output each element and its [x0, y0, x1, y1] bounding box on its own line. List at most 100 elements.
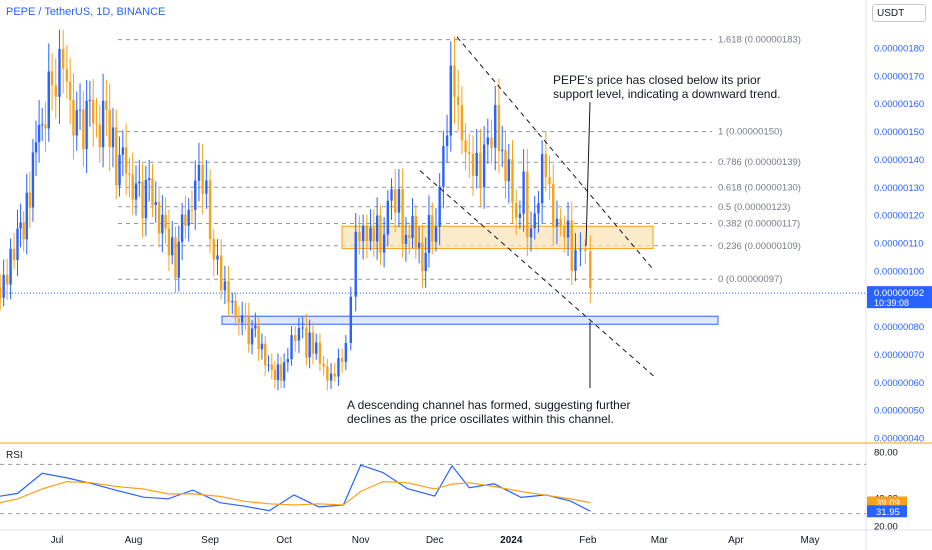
candle-body	[75, 110, 78, 136]
candle-body	[511, 159, 514, 203]
candle-body	[570, 220, 573, 271]
candle-body	[273, 369, 277, 381]
annotation-channel-line1: A descending channel has formed, suggest…	[347, 398, 631, 412]
candle-body	[358, 231, 361, 242]
candle-body	[68, 81, 72, 101]
annotation-breakdown-line2: support level, indicating a downward tre…	[553, 87, 781, 101]
candle-body	[344, 342, 348, 362]
candle-body	[490, 137, 493, 148]
rsi-ma-line	[0, 480, 591, 506]
candle-body	[322, 363, 325, 367]
candle-body	[482, 144, 486, 188]
candle-body	[533, 213, 536, 229]
candle-body	[151, 178, 154, 206]
rsi-line	[0, 464, 591, 512]
candle-body	[408, 234, 411, 238]
candle-body	[72, 100, 75, 136]
fib-level-label: 0.786 (0.00000139)	[718, 157, 801, 168]
candle-body	[427, 214, 431, 253]
candle-body	[537, 203, 540, 214]
rsi-axis-tick: 80.00	[874, 448, 898, 459]
candle-body	[526, 171, 529, 238]
candle-body	[438, 186, 441, 227]
rsi-axis-tick: 20.00	[874, 522, 898, 533]
candle-body	[180, 214, 184, 242]
last-price-tag	[867, 286, 932, 309]
candle-body	[95, 123, 98, 125]
candle-body	[9, 248, 12, 285]
rsi-title: RSI	[6, 450, 23, 461]
candle-body	[386, 200, 390, 235]
candle-body	[522, 171, 525, 214]
currency-selector[interactable]: USDT	[872, 4, 926, 22]
candle-body	[16, 228, 19, 261]
candle-body	[507, 159, 510, 182]
candle-body	[276, 364, 280, 381]
candle-body	[349, 296, 352, 343]
candle-body	[372, 227, 376, 242]
candle-body	[174, 237, 177, 278]
candle-body	[471, 153, 475, 176]
candle-body	[417, 242, 421, 248]
time-axis-tick: Feb	[579, 535, 597, 546]
candle-body	[144, 180, 148, 219]
candle-body	[0, 287, 2, 298]
candle-body	[411, 215, 414, 238]
candle-body	[5, 274, 9, 285]
candle-body	[257, 325, 260, 350]
channel-upper-line	[456, 36, 655, 272]
candle-body	[518, 213, 522, 218]
price-axis-tick: 0.00000080	[874, 322, 924, 333]
candle-body	[311, 332, 315, 354]
fib-level-label: 1 (0.00000150)	[718, 127, 782, 138]
time-axis-tick: Jul	[51, 535, 64, 546]
price-axis-tick: 0.00000070	[874, 350, 924, 361]
candle-body	[58, 48, 61, 97]
candle-body	[88, 99, 92, 101]
fib-level-label: 0.236 (0.00000109)	[718, 241, 801, 252]
price-axis-tick: 0.00000180	[874, 44, 924, 55]
candle-body	[308, 332, 311, 358]
candle-body	[134, 183, 138, 200]
candle-body	[579, 249, 582, 251]
candle-body	[548, 177, 551, 185]
time-axis-tick: Dec	[426, 535, 444, 546]
candle-body	[434, 226, 438, 242]
candle-body	[382, 234, 386, 253]
candle-body	[231, 300, 234, 303]
candle-body	[164, 214, 167, 229]
candle-body	[205, 180, 208, 194]
annotation-breakdown-pointer	[585, 101, 591, 247]
candle-body	[111, 127, 115, 148]
price-axis-tick: 0.00000130	[874, 183, 924, 194]
candle-body	[124, 147, 128, 174]
last-price-value: 0.00000092	[874, 288, 924, 299]
candle-body	[294, 335, 297, 341]
price-axis-tick: 0.00000160	[874, 99, 924, 110]
last-price-countdown: 10:39:08	[874, 298, 909, 308]
candle-body	[329, 373, 333, 381]
candle-body	[468, 152, 471, 154]
candle-body	[82, 109, 85, 150]
candle-body	[318, 342, 322, 364]
candle-body	[449, 65, 452, 136]
candle-body	[584, 249, 587, 252]
candle-body	[267, 364, 270, 366]
candle-body	[589, 251, 592, 288]
candle-body	[171, 237, 174, 256]
candle-body	[216, 255, 219, 260]
candle-body	[555, 218, 559, 227]
candle-body	[501, 149, 504, 151]
candle-body	[121, 147, 125, 155]
candle-body	[92, 99, 95, 124]
channel-lower-line	[419, 170, 655, 378]
candle-body	[544, 154, 548, 178]
fib-level-label: 0.382 (0.00000117)	[718, 219, 800, 230]
fib-level-label: 0.618 (0.00000130)	[718, 182, 801, 193]
rsi-value-tag	[867, 505, 907, 518]
price-axis-tick: 0.00000110	[874, 239, 924, 250]
candle-body	[108, 109, 111, 148]
candle-body	[566, 220, 570, 238]
candle-body	[212, 238, 215, 260]
